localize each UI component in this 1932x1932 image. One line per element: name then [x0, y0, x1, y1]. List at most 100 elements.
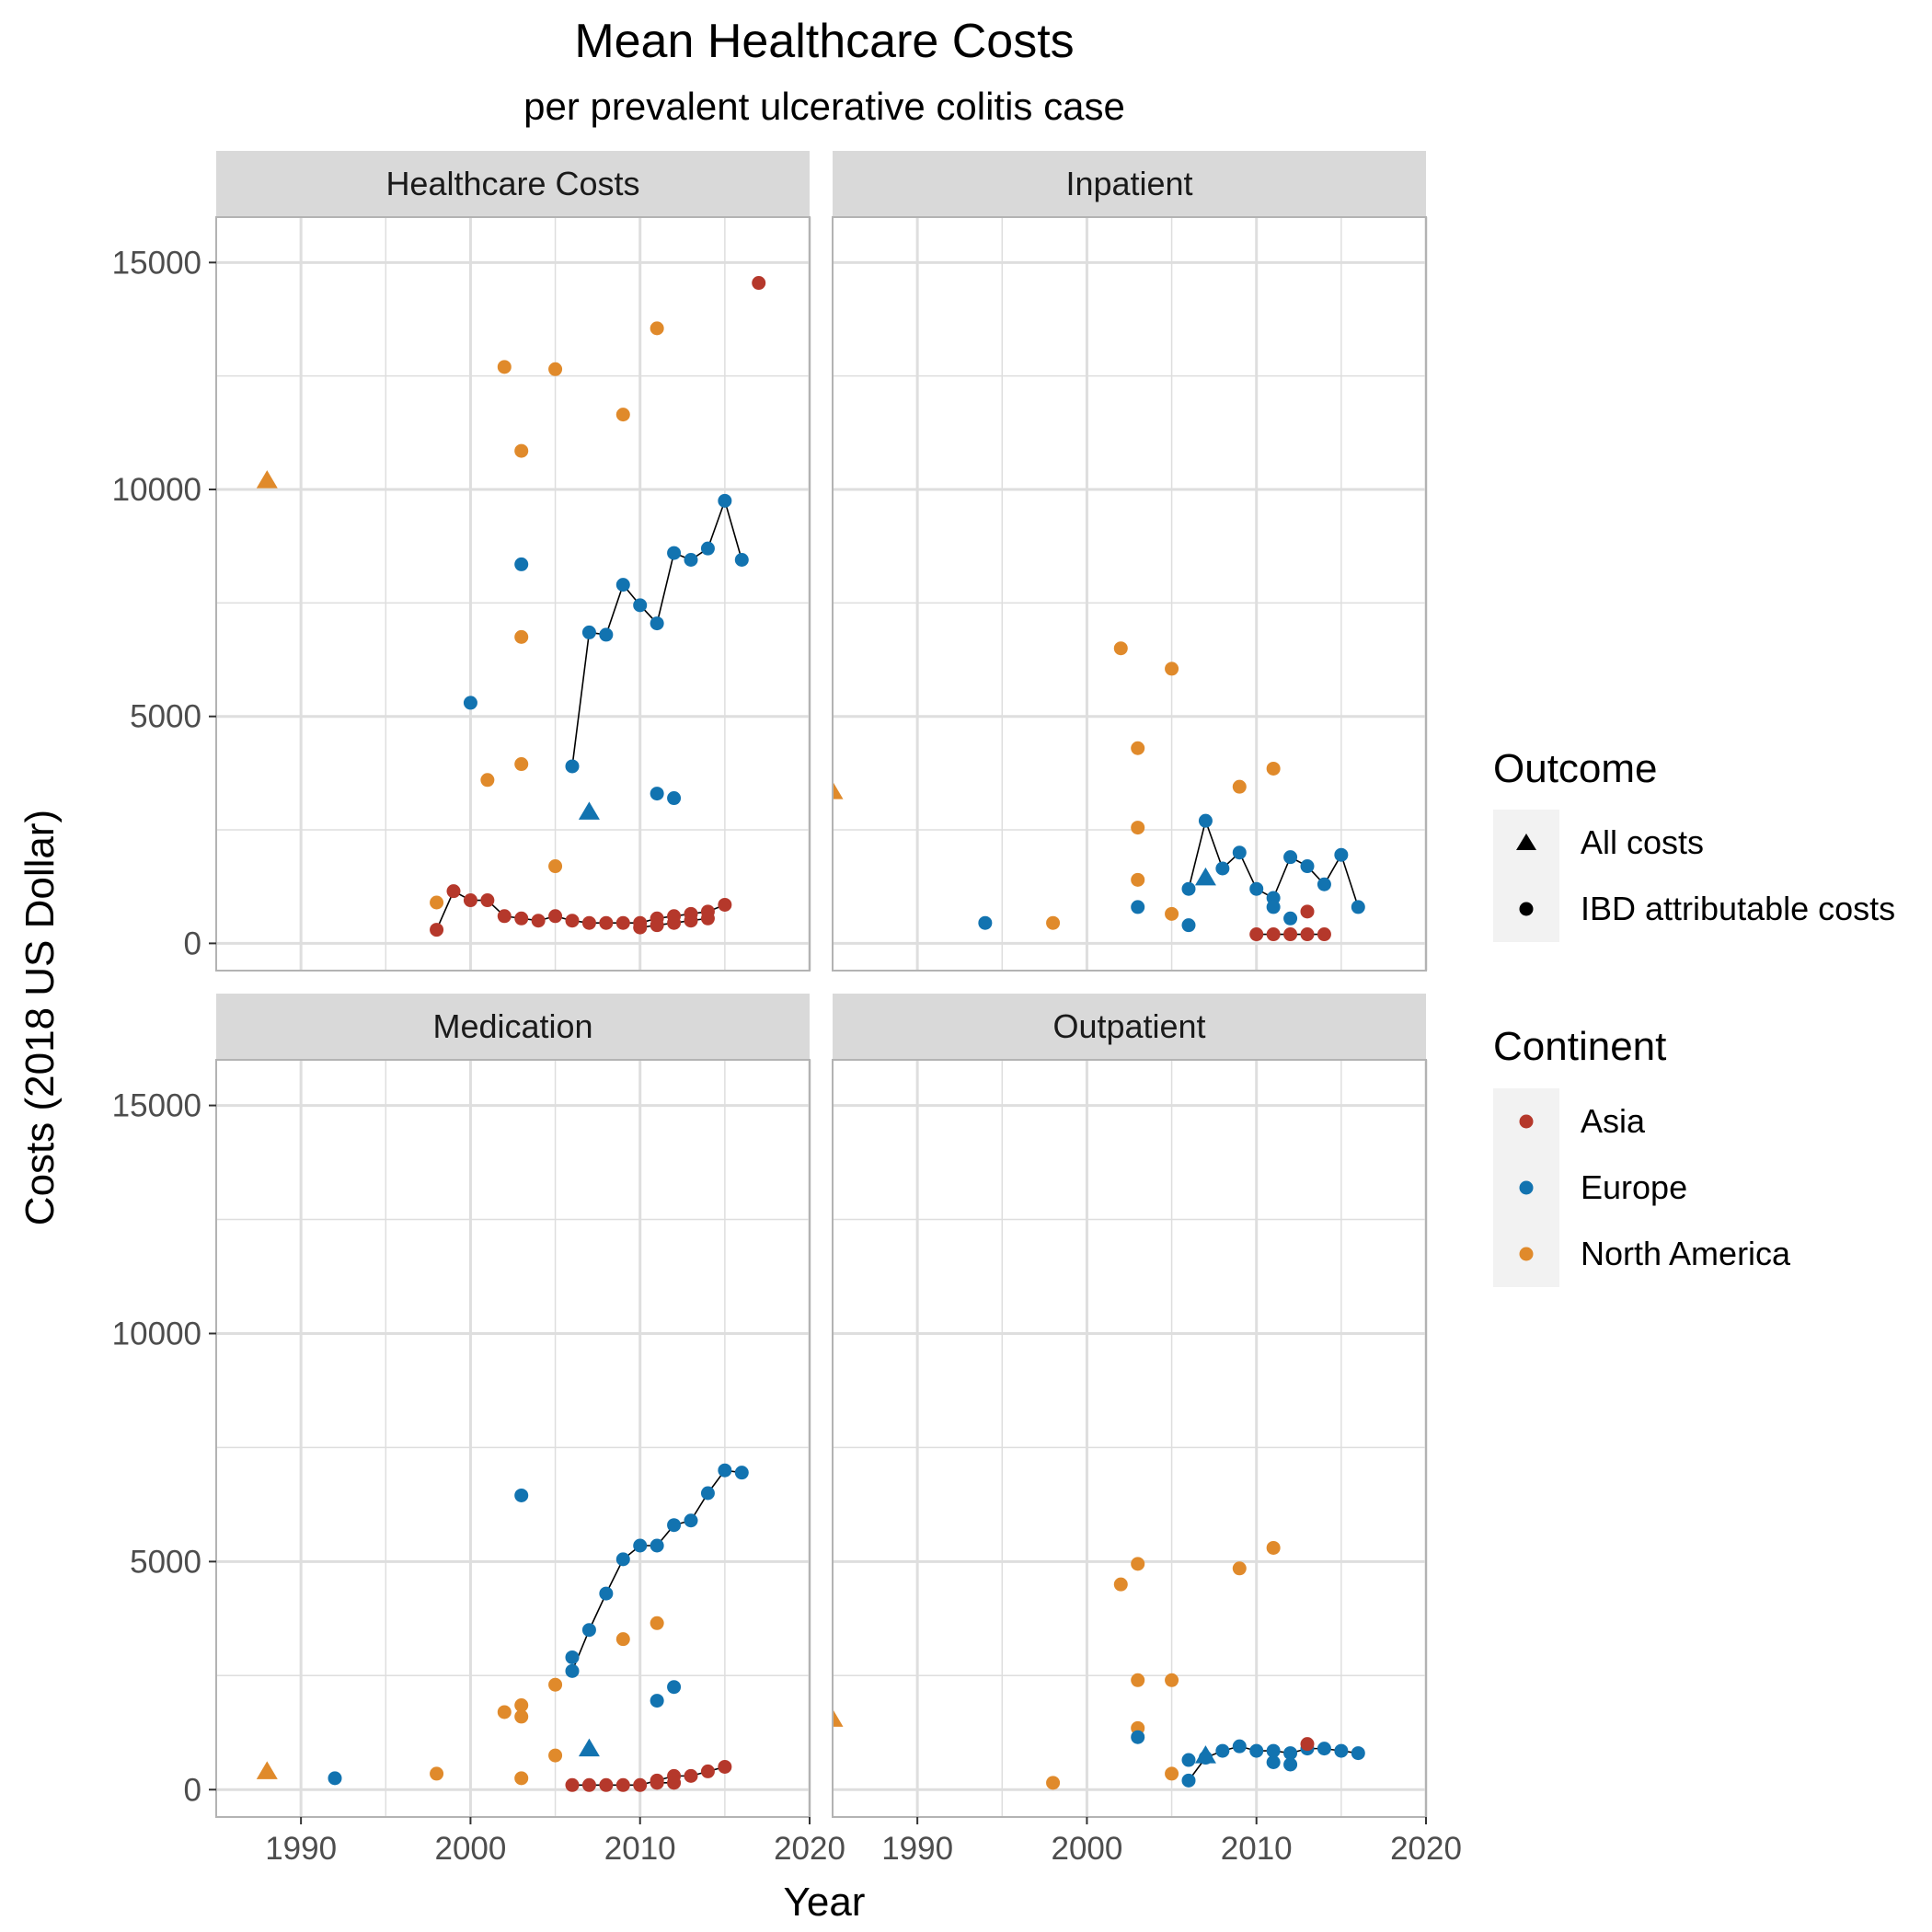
y-tick-label: 0	[184, 1772, 201, 1808]
data-point	[1194, 867, 1216, 886]
data-point	[615, 408, 630, 422]
panel-grid: Healthcare Costs Inpatient Medication Outpa…	[215, 151, 1428, 1818]
x-axis-title: Year	[784, 1880, 866, 1925]
data-point	[1131, 741, 1145, 755]
series-point	[581, 915, 596, 930]
series-point	[684, 1768, 698, 1783]
data-point	[256, 1761, 278, 1779]
x-tick-label: 2000	[1051, 1831, 1122, 1867]
series-point	[718, 897, 732, 912]
x-tick-label: 2020	[774, 1831, 845, 1867]
series-point	[1334, 1743, 1349, 1758]
series-line	[572, 1765, 726, 1787]
data-point	[667, 1680, 682, 1695]
y-axes: 0 5000 10000 15000 0 5000 10000 15000	[112, 245, 216, 1808]
x-tick-label: 1990	[265, 1831, 337, 1867]
facet-strip-label: Medication	[432, 1007, 592, 1045]
legend-title: Outcome	[1493, 746, 1658, 791]
series-point	[1283, 850, 1298, 865]
x-tick-label: 2010	[1221, 1831, 1293, 1867]
series-point	[633, 1777, 648, 1792]
panel-border	[215, 1059, 811, 1818]
data-point	[497, 360, 512, 374]
series-point	[1249, 1743, 1264, 1758]
panel-outpatient: Outpatient	[832, 994, 1428, 1818]
series-point	[581, 1777, 596, 1792]
data-point	[548, 1748, 563, 1763]
data-point	[430, 1766, 444, 1781]
legend-label: IBD attributable costs	[1581, 890, 1895, 927]
series-point	[734, 552, 749, 567]
series-line	[571, 1469, 742, 1672]
data-point	[548, 859, 563, 874]
legend-color-symbol	[1519, 1180, 1534, 1195]
legend-circle-symbol	[1519, 902, 1534, 916]
data-point	[1283, 1757, 1298, 1772]
y-tick-label: 5000	[130, 1544, 201, 1580]
series-point	[650, 918, 664, 933]
series-point	[497, 909, 512, 924]
data-point	[833, 781, 844, 799]
series-point	[599, 627, 614, 642]
series-point	[1351, 1746, 1365, 1761]
y-tick-label: 5000	[130, 699, 201, 735]
chart-title: Mean Healthcare Costs	[574, 15, 1074, 68]
series-point	[633, 920, 648, 935]
legend-color-symbol	[1519, 1114, 1534, 1129]
series-point	[565, 1650, 580, 1664]
series-point	[446, 884, 461, 899]
facet-strip	[216, 994, 810, 1060]
series-point	[650, 1538, 664, 1553]
data-point	[667, 791, 682, 806]
legend-label: Asia	[1581, 1102, 1646, 1140]
data-point	[1131, 872, 1145, 887]
series-point	[599, 1777, 614, 1792]
y-tick-label: 15000	[112, 1088, 201, 1124]
legend-label: All costs	[1581, 823, 1704, 861]
panel-marks	[833, 641, 1365, 942]
series-point	[1317, 927, 1331, 942]
data-point	[480, 773, 495, 788]
y-tick-label: 0	[184, 926, 201, 961]
data-point	[833, 1708, 844, 1727]
series-point	[700, 911, 715, 926]
series-point	[599, 915, 614, 930]
panel-healthcare-costs: Healthcare Costs	[215, 151, 811, 972]
gridlines	[832, 1060, 1428, 1817]
data-point	[1283, 911, 1298, 926]
series-point	[1232, 1739, 1247, 1754]
series-point	[1266, 1743, 1281, 1758]
panel-marks	[256, 1463, 749, 1792]
data-point	[1113, 1577, 1128, 1592]
x-axes: 1990 2000 2010 2020 1990 2000 2010 2020	[265, 1817, 1462, 1867]
series-point	[1317, 877, 1331, 891]
chart-subtitle: per prevalent ulcerative colitis case	[523, 85, 1125, 128]
series-point	[1215, 861, 1230, 876]
data-point	[1232, 1561, 1247, 1576]
series-point	[718, 1463, 732, 1478]
facet-strip	[833, 994, 1426, 1060]
data-point	[1165, 906, 1179, 921]
series-line	[435, 890, 726, 930]
series-point	[615, 915, 630, 930]
series-point	[667, 546, 682, 560]
data-point	[1131, 821, 1145, 835]
data-point	[1232, 779, 1247, 794]
series-point	[565, 1663, 580, 1678]
y-tick-label: 15000	[112, 245, 201, 281]
facet-strip	[833, 151, 1426, 217]
data-point	[1113, 641, 1128, 656]
panel-medication: Medication	[215, 994, 811, 1818]
series-point	[599, 1586, 614, 1601]
series-point	[734, 1466, 749, 1480]
data-point	[514, 557, 529, 571]
panel-marks	[256, 276, 766, 937]
data-point	[1266, 1755, 1281, 1770]
data-point	[615, 1632, 630, 1647]
data-point	[256, 470, 278, 489]
series-point	[684, 1513, 698, 1528]
data-point	[650, 1694, 664, 1708]
data-point	[548, 1677, 563, 1692]
series-point	[565, 1777, 580, 1792]
data-point	[1131, 1557, 1145, 1571]
